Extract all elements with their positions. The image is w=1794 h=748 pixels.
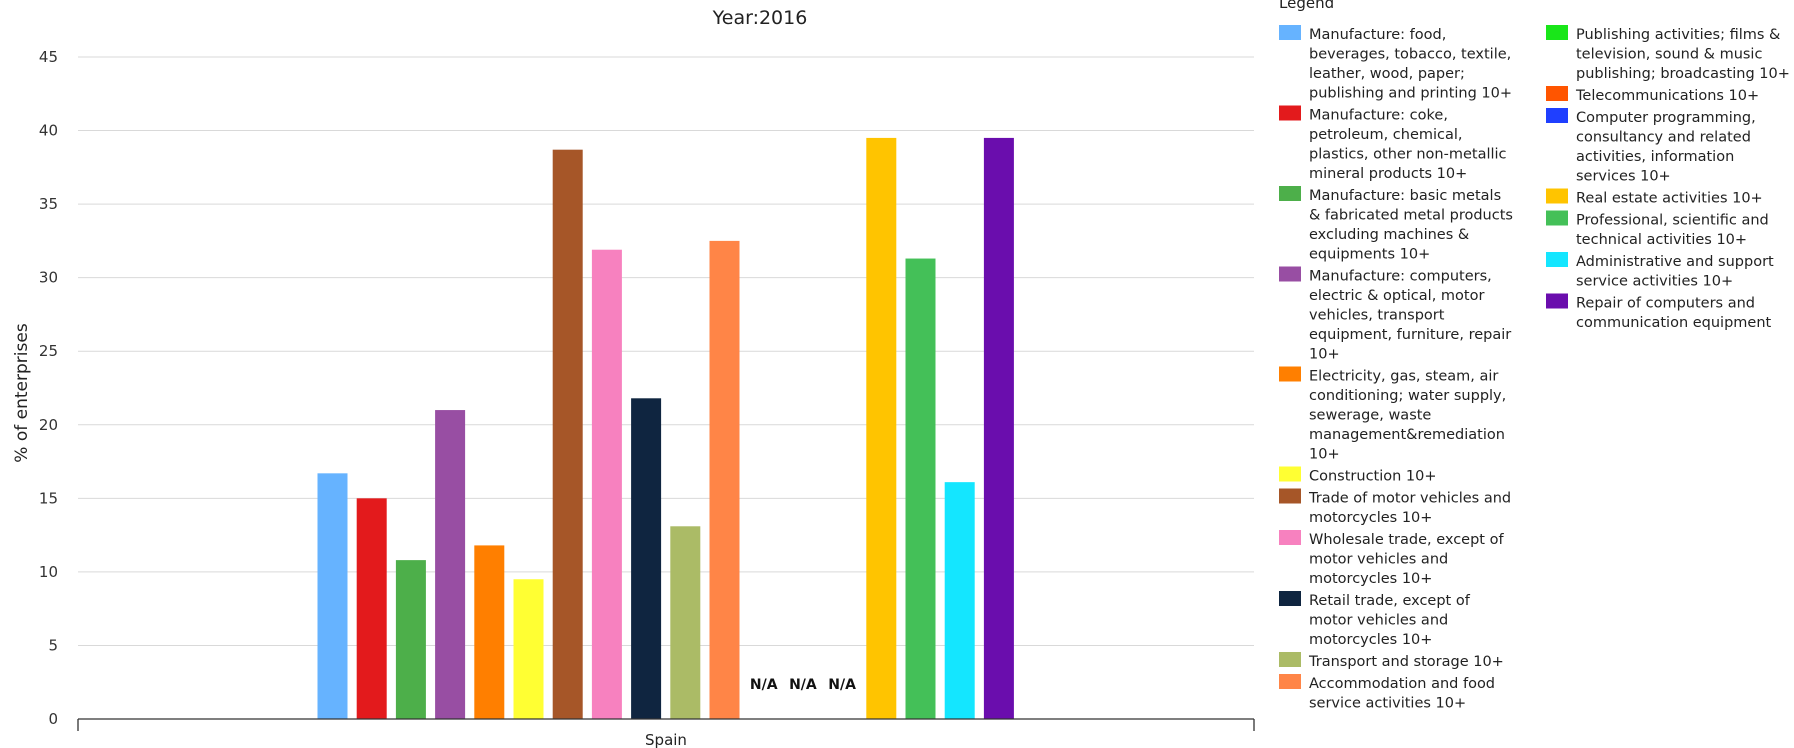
legend-label: Wholesale trade, except of motor vehicles… [1309, 532, 1504, 587]
bar [905, 258, 936, 719]
legend-swatch [1546, 252, 1568, 267]
legend-item: Manufacture: food, beverages, tobacco, te… [1279, 25, 1512, 102]
na-label: N/A [750, 677, 778, 693]
legend-item: Professional, scientific and technical ac… [1546, 210, 1769, 249]
legend-swatch [1546, 210, 1568, 226]
legend-label: Construction 10+ [1309, 469, 1437, 485]
y-tick-label: 15 [39, 489, 58, 507]
bars: N/A N/A N/A [317, 137, 1014, 719]
bar [356, 498, 387, 719]
legend-item: Computer programming, consultancy and rel… [1546, 108, 1756, 185]
bar [474, 545, 505, 719]
gridlines [78, 56, 1254, 646]
na-label: N/A [789, 677, 817, 693]
legend-item: Retail trade, except of motor vehicles an… [1279, 591, 1471, 648]
legend-swatch [1279, 366, 1301, 382]
legend-swatch [1546, 25, 1568, 40]
y-tick-label: 20 [39, 416, 58, 434]
legend-label: Trade of motor vehicles and motorcycles 1… [1308, 491, 1511, 527]
bar [591, 249, 622, 719]
na-label: N/A [828, 677, 856, 693]
bar [866, 137, 897, 719]
legend-label: Accommodation and food service activities… [1309, 676, 1495, 712]
bar [709, 240, 740, 719]
legend-label: Professional, scientific and technical ac… [1576, 213, 1769, 249]
legend-swatch [1279, 105, 1301, 121]
legend-label: Administrative and support service activi… [1576, 254, 1774, 290]
legend-swatch [1279, 530, 1301, 545]
bar [395, 560, 426, 719]
bar [317, 473, 348, 719]
y-tick-label: 40 [39, 122, 58, 140]
legend-swatch [1546, 108, 1568, 123]
legend-label: Computer programming, consultancy and rel… [1576, 110, 1756, 185]
y-tick-label: 25 [39, 342, 58, 360]
legend-label: Manufacture: computers, electric & optica… [1309, 269, 1511, 363]
bar [944, 482, 975, 719]
y-tick-labels: 0 5 10 15 20 25 30 35 40 45 [39, 48, 58, 728]
bar [670, 526, 701, 719]
y-axis-title: % of enterprises [12, 323, 32, 463]
legend-item: Manufacture: computers, electric & optica… [1279, 266, 1511, 363]
legend-swatch [1279, 266, 1301, 282]
bar [435, 410, 466, 719]
y-tick-label: 35 [39, 195, 58, 213]
legend-label: Manufacture: coke, petroleum, chemical, pl… [1309, 108, 1507, 183]
y-tick-label: 5 [48, 636, 58, 654]
legend-item: Real estate activities 10+ [1546, 188, 1763, 207]
legend-item: Administrative and support service activi… [1546, 252, 1774, 290]
legend-label: Retail trade, except of motor vehicles an… [1309, 593, 1471, 648]
legend-label: Telecommunications 10+ [1575, 88, 1759, 104]
legend-label: Real estate activities 10+ [1576, 191, 1763, 207]
legend-swatch [1279, 488, 1301, 504]
legend-swatch [1279, 186, 1301, 201]
legend-item: Trade of motor vehicles and motorcycles 1… [1279, 488, 1511, 527]
legend-swatch [1546, 293, 1568, 309]
legend-label: Manufacture: food, beverages, tobacco, te… [1309, 27, 1512, 102]
y-tick-label: 0 [48, 710, 58, 728]
legend-label: Transport and storage 10+ [1308, 654, 1504, 670]
legend-item: Repair of computers and communication equ… [1546, 293, 1772, 332]
legend-swatch [1546, 86, 1568, 101]
legend: Manufacture: food, beverages, tobacco, te… [1279, 25, 1790, 712]
legend-label: Repair of computers and communication equ… [1576, 296, 1772, 332]
bar [513, 579, 544, 719]
bar [983, 137, 1014, 719]
legend-label: Publishing activities; films & television… [1576, 27, 1790, 82]
legend-item: Transport and storage 10+ [1279, 652, 1504, 670]
legend-item: Wholesale trade, except of motor vehicles… [1279, 530, 1504, 587]
bar [552, 149, 583, 719]
legend-swatch [1279, 25, 1301, 40]
legend-swatch [1279, 652, 1301, 667]
bar [631, 398, 662, 719]
y-tick-label: 30 [39, 269, 58, 287]
y-tick-label: 10 [39, 563, 58, 581]
legend-item: Electricity, gas, steam, air conditioning… [1279, 366, 1506, 463]
legend-item: Telecommunications 10+ [1546, 86, 1759, 104]
legend-swatch [1546, 188, 1568, 204]
legend-item: Publishing activities; films & television… [1546, 25, 1790, 82]
legend-item: Construction 10+ [1279, 466, 1437, 485]
legend-item: Manufacture: basic metals & fabricated me… [1279, 186, 1513, 263]
legend-swatch [1279, 674, 1301, 689]
chart-title: Year:2016 [712, 7, 808, 29]
y-tick-label: 45 [39, 48, 58, 66]
legend-label: Electricity, gas, steam, air conditioning… [1309, 369, 1506, 463]
legend-item: Manufacture: coke, petroleum, chemical, pl… [1279, 105, 1507, 183]
legend-swatch [1279, 466, 1301, 482]
legend-title: Legend [1279, 0, 1334, 12]
legend-label: Manufacture: basic metals & fabricated me… [1309, 188, 1513, 263]
x-category-label: Spain [645, 731, 687, 748]
legend-swatch [1279, 591, 1301, 606]
legend-item: Accommodation and food service activities… [1279, 674, 1495, 712]
